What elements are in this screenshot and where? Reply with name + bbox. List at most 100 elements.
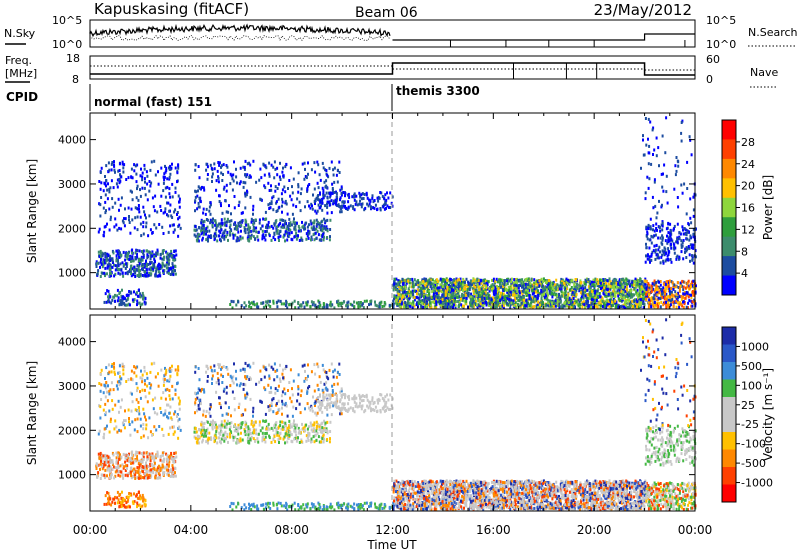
power-cell <box>118 208 120 212</box>
power-cell <box>125 262 128 266</box>
power-cell <box>272 165 275 169</box>
power-cell <box>466 289 469 293</box>
power-cell <box>358 302 361 306</box>
power-cell <box>510 293 512 297</box>
power-cell <box>547 287 549 291</box>
power-cell <box>675 305 678 309</box>
power-cell <box>213 219 216 223</box>
power-cell <box>209 203 212 207</box>
power-cell <box>668 289 671 293</box>
power-cell <box>281 223 284 227</box>
power-cell <box>483 282 486 286</box>
power-cell <box>165 255 168 259</box>
power-cell <box>172 223 175 227</box>
power-cell <box>517 284 520 288</box>
power-cell <box>673 244 676 247</box>
power-cell <box>196 207 199 211</box>
power-cell <box>464 292 467 296</box>
power-cell <box>690 299 693 303</box>
power-cell <box>329 193 332 197</box>
power-cell <box>594 277 597 281</box>
power-cell <box>648 238 651 242</box>
power-cell <box>693 293 696 297</box>
power-cell <box>269 206 272 210</box>
power-cell <box>153 209 156 213</box>
power-cell <box>691 258 694 262</box>
power-cell <box>165 166 168 170</box>
power-cell <box>623 287 625 291</box>
power-cell <box>502 285 505 288</box>
power-cell <box>620 282 623 286</box>
power-cell <box>425 282 428 286</box>
power-cell <box>135 172 138 176</box>
power-cell <box>319 221 321 225</box>
power-cell <box>662 259 665 263</box>
power-cell <box>357 306 360 310</box>
power-cell <box>131 255 134 259</box>
power-cell <box>395 282 398 286</box>
power-cell <box>124 267 127 270</box>
power-cell <box>401 277 404 281</box>
power-cell <box>383 207 386 211</box>
power-cell <box>260 301 263 305</box>
power-cell <box>164 210 167 214</box>
power-cell <box>655 222 658 226</box>
power-cell <box>167 230 170 234</box>
power-cell <box>512 301 515 305</box>
power-cell <box>125 251 128 255</box>
power-cell <box>108 190 111 194</box>
power-cell <box>570 305 573 309</box>
power-cell <box>156 274 159 278</box>
power-cell <box>511 293 514 297</box>
power-cell <box>449 301 451 305</box>
power-cell <box>330 199 333 203</box>
power-cell <box>244 181 247 185</box>
power-cell <box>446 300 448 304</box>
power-cell <box>645 294 648 298</box>
power-cell <box>663 290 666 293</box>
power-cell <box>556 283 559 287</box>
power-cell <box>156 252 159 256</box>
power-cell <box>250 301 253 305</box>
power-cell <box>626 298 629 302</box>
power-cell <box>564 289 567 293</box>
power-cell <box>244 191 247 195</box>
power-cell <box>139 222 142 226</box>
power-cell <box>639 291 642 294</box>
power-cell <box>110 272 113 276</box>
power-cell <box>422 280 425 283</box>
power-cell <box>313 187 316 191</box>
power-cell <box>243 301 246 305</box>
power-cell <box>235 224 237 228</box>
power-cell <box>676 222 679 226</box>
power-cell <box>569 305 572 309</box>
power-cell <box>145 262 148 266</box>
power-cell <box>237 230 240 234</box>
freq-left-label-2: [MHz] <box>5 67 37 80</box>
power-cell <box>311 207 314 211</box>
power-cell <box>356 203 359 207</box>
power-cell <box>625 277 628 281</box>
power-cell <box>585 299 588 303</box>
power-cell <box>136 184 139 188</box>
power-cell <box>346 305 349 309</box>
power-cell <box>105 259 108 263</box>
power-cell <box>661 253 664 257</box>
power-cell <box>494 288 497 292</box>
power-cell <box>338 302 341 305</box>
power-cell <box>514 303 517 307</box>
power-cell <box>126 272 129 276</box>
power-cell <box>270 188 273 192</box>
power-cell <box>168 175 171 179</box>
power-cell <box>150 261 153 264</box>
power-cell <box>402 295 405 299</box>
power-cell <box>558 287 561 291</box>
power-cell <box>261 234 264 238</box>
power-cell <box>677 294 680 297</box>
power-cell <box>588 280 591 284</box>
power-cell <box>128 221 131 224</box>
power-cell <box>100 255 102 258</box>
power-cell <box>589 286 592 290</box>
power-cell <box>334 202 337 206</box>
power-cell <box>655 244 658 247</box>
